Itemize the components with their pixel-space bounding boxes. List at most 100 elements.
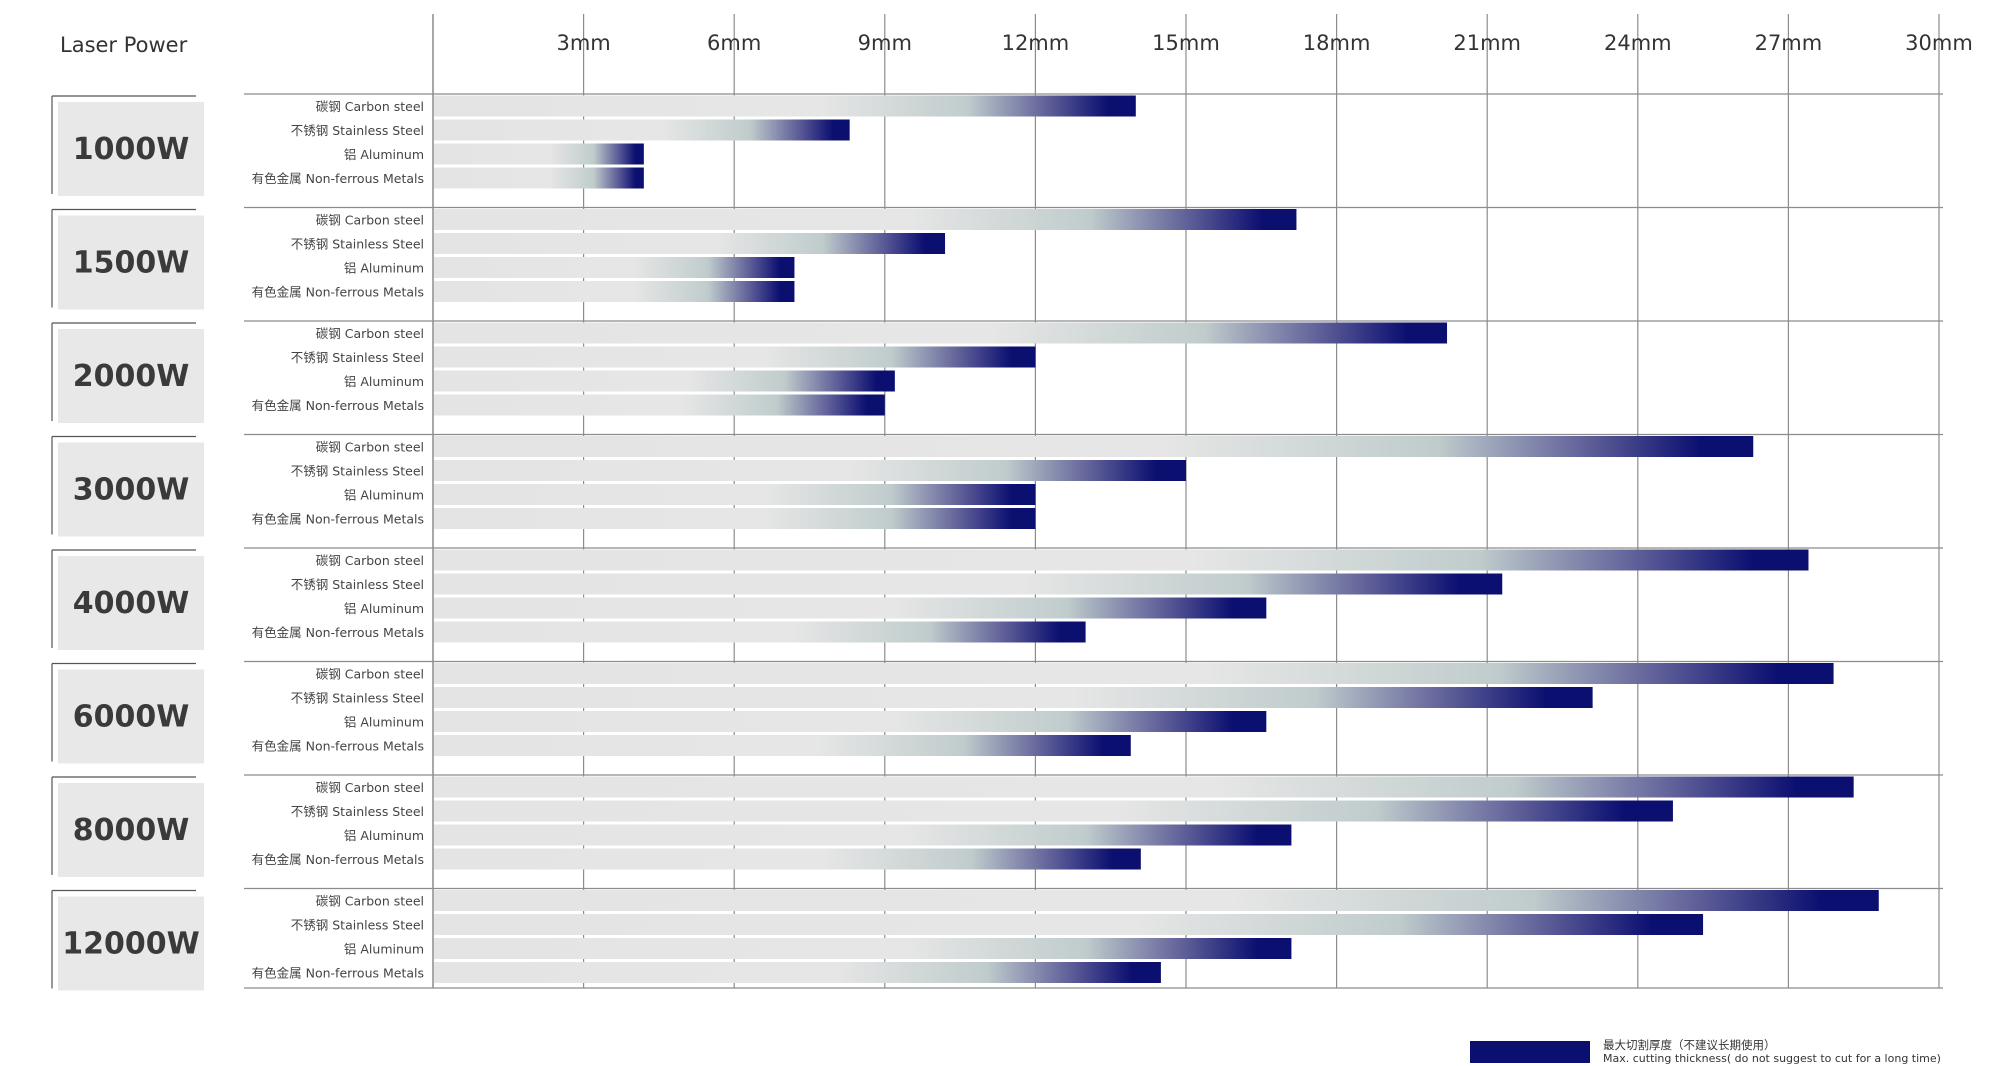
material-label-zh: 碳钢 (316, 894, 345, 909)
material-label-en: Aluminum (360, 488, 424, 503)
material-label-en: Carbon steel (345, 553, 424, 568)
power-box-outline (51, 662, 196, 762)
power-box (58, 102, 204, 196)
bar-2000W-non-ferrous-metals (434, 394, 885, 416)
bar-2000W-aluminum (434, 370, 895, 392)
material-label-en: Aluminum (360, 374, 424, 389)
material-label: 有色金属 Non-ferrous Metals (252, 171, 424, 186)
power-label: 6000W (73, 700, 190, 735)
material-label: 不锈钢 Stainless Steel (291, 691, 424, 706)
power-box (58, 783, 204, 877)
material-label-en: Carbon steel (345, 99, 424, 114)
material-label: 碳钢 Carbon steel (316, 780, 424, 795)
material-label-en: Aluminum (360, 715, 424, 730)
bar-8000W-carbon-steel (434, 776, 1854, 798)
material-label-zh: 不锈钢 (291, 464, 332, 479)
material-label: 碳钢 Carbon steel (316, 553, 424, 568)
material-label-zh: 碳钢 (316, 780, 345, 795)
material-label: 有色金属 Non-ferrous Metals (252, 966, 424, 981)
bar-8000W-non-ferrous-metals (434, 848, 1141, 870)
material-label: 铝 Aluminum (344, 374, 424, 389)
x-tick-label: 24mm (1604, 31, 1672, 55)
material-label-zh: 有色金属 (252, 625, 306, 640)
legend-label-en: Max. cutting thickness( do not suggest t… (1603, 1052, 1941, 1065)
material-label-en: Non-ferrous Metals (306, 625, 424, 640)
grid (244, 14, 1943, 989)
material-label: 不锈钢 Stainless Steel (291, 123, 424, 138)
bar-1000W-stainless-steel (434, 119, 850, 141)
material-label: 不锈钢 Stainless Steel (291, 918, 424, 933)
legend: 最大切割厚度（不建议长期使用）Max. cutting thickness( d… (1470, 1038, 1941, 1065)
power-label: 3000W (73, 473, 190, 508)
material-label-zh: 铝 (344, 374, 360, 389)
material-label: 不锈钢 Stainless Steel (291, 804, 424, 819)
material-label-en: Aluminum (360, 147, 424, 162)
material-label: 不锈钢 Stainless Steel (291, 577, 424, 592)
power-box-outline (51, 95, 196, 194)
material-label: 铝 Aluminum (344, 147, 424, 162)
material-label-zh: 有色金属 (252, 966, 306, 981)
material-label-en: Aluminum (360, 942, 424, 957)
x-tick-label: 15mm (1152, 31, 1220, 55)
power-label: 1500W (73, 246, 190, 281)
material-label-zh: 不锈钢 (291, 577, 332, 592)
material-label: 有色金属 Non-ferrous Metals (252, 398, 424, 413)
material-label: 铝 Aluminum (344, 715, 424, 730)
bar-6000W-carbon-steel (434, 663, 1834, 684)
bar-1500W-stainless-steel (434, 233, 946, 254)
bar-6000W-stainless-steel (434, 687, 1593, 708)
bar-6000W-aluminum (434, 711, 1267, 732)
material-label-en: Non-ferrous Metals (306, 512, 424, 527)
power-box (58, 556, 204, 650)
bar-4000W-non-ferrous-metals (434, 621, 1086, 643)
legend-label-zh: 最大切割厚度（不建议长期使用） (1603, 1038, 1776, 1052)
material-label-zh: 不锈钢 (291, 123, 332, 138)
material-label-en: Aluminum (360, 261, 424, 276)
material-label-en: Carbon steel (345, 213, 424, 228)
bar-2000W-carbon-steel (434, 322, 1448, 344)
material-label-zh: 铝 (344, 147, 360, 162)
material-label-en: Stainless Steel (332, 237, 424, 252)
material-label: 不锈钢 Stainless Steel (291, 350, 424, 365)
power-box-outline (51, 322, 196, 421)
material-label-en: Non-ferrous Metals (306, 739, 424, 754)
material-label-zh: 铝 (344, 488, 360, 503)
material-label-zh: 铝 (344, 942, 360, 957)
x-tick-label: 21mm (1453, 31, 1521, 55)
bar-12000W-aluminum (434, 938, 1292, 959)
material-label-zh: 有色金属 (252, 398, 306, 413)
material-label-en: Stainless Steel (332, 464, 424, 479)
power-label: 4000W (73, 586, 190, 621)
material-label-en: Non-ferrous Metals (306, 171, 424, 186)
material-label-zh: 不锈钢 (291, 691, 332, 706)
material-label: 碳钢 Carbon steel (316, 326, 424, 341)
power-box-outline (51, 208, 196, 308)
material-label-zh: 碳钢 (316, 213, 345, 228)
bar-1500W-aluminum (434, 257, 795, 278)
material-label-en: Stainless Steel (332, 691, 424, 706)
material-label-en: Non-ferrous Metals (306, 966, 424, 981)
bar-3000W-non-ferrous-metals (434, 508, 1036, 529)
bar-8000W-aluminum (434, 824, 1292, 846)
power-box (58, 215, 204, 310)
legend-swatch (1470, 1041, 1590, 1063)
power-box (58, 669, 204, 764)
material-label-en: Stainless Steel (332, 577, 424, 592)
x-tick-label: 6mm (707, 31, 761, 55)
material-label: 有色金属 Non-ferrous Metals (252, 739, 424, 754)
bar-8000W-stainless-steel (434, 800, 1673, 822)
material-label-en: Carbon steel (345, 326, 424, 341)
material-label-en: Non-ferrous Metals (306, 285, 424, 300)
bar-12000W-carbon-steel (434, 890, 1879, 911)
material-label-zh: 有色金属 (252, 739, 306, 754)
material-label-en: Non-ferrous Metals (306, 398, 424, 413)
power-box-outline (51, 776, 196, 875)
material-label-en: Stainless Steel (332, 123, 424, 138)
bar-1000W-carbon-steel (434, 95, 1136, 117)
material-label-zh: 有色金属 (252, 512, 306, 527)
material-label: 不锈钢 Stainless Steel (291, 464, 424, 479)
material-label-zh: 有色金属 (252, 171, 306, 186)
power-box-outline (51, 549, 196, 648)
power-label: 8000W (73, 813, 190, 848)
